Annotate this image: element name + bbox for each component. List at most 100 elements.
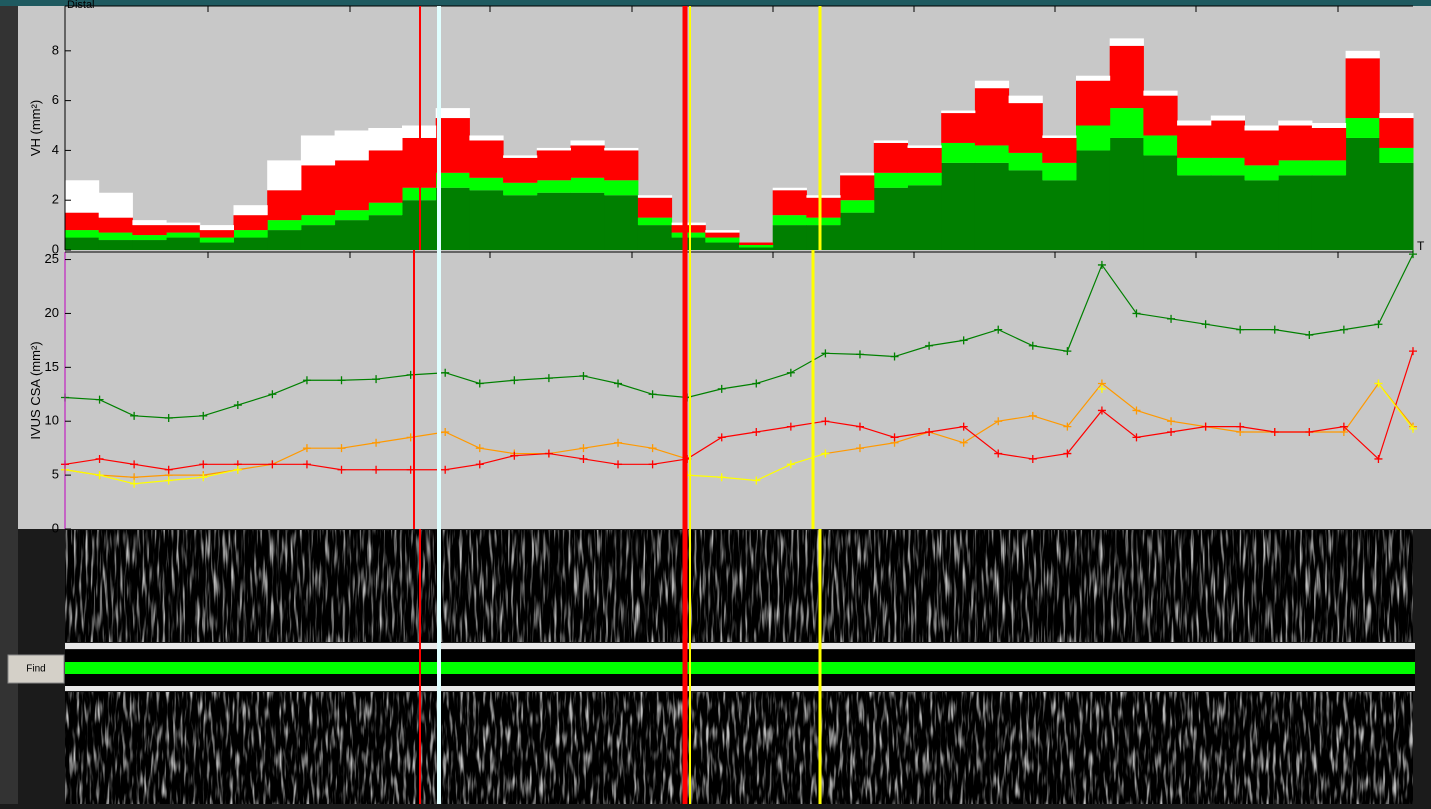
- bar-segment: [604, 148, 638, 150]
- bar-segment: [368, 150, 402, 202]
- bar-segment: [975, 163, 1009, 250]
- bar-segment: [166, 238, 200, 250]
- bar-segment: [503, 158, 537, 183]
- bar-segment: [65, 230, 99, 237]
- bar-segment: [840, 200, 874, 212]
- track-green: [65, 662, 1415, 674]
- bar-segment: [975, 88, 1009, 145]
- bar-segment: [705, 233, 739, 238]
- bar-segment: [65, 180, 99, 212]
- bar-segment: [941, 163, 975, 250]
- bar-segment: [503, 155, 537, 157]
- y-tick-label: 10: [45, 413, 59, 428]
- bar-segment: [1076, 76, 1110, 81]
- bar-segment: [908, 145, 942, 147]
- ivus-speckle: [65, 692, 1413, 804]
- bar-segment: [503, 195, 537, 250]
- bar-segment: [1312, 160, 1346, 175]
- window-frame: [0, 0, 1431, 6]
- bar-segment: [267, 160, 301, 190]
- bar-segment: [571, 193, 605, 250]
- bar-segment: [638, 218, 672, 225]
- bar-segment: [1177, 121, 1211, 126]
- bar-segment: [132, 225, 166, 235]
- bar-segment: [1245, 130, 1279, 165]
- bar-segment: [1211, 175, 1245, 250]
- bar-segment: [1379, 113, 1413, 118]
- bar-segment: [705, 238, 739, 243]
- bar-segment: [1346, 51, 1380, 58]
- bar-segment: [1346, 58, 1380, 118]
- bar-segment: [335, 210, 369, 220]
- separator: [65, 686, 1415, 691]
- bar-segment: [65, 238, 99, 250]
- bar-segment: [267, 230, 301, 250]
- bar-segment: [1143, 135, 1177, 155]
- bar-segment: [503, 183, 537, 195]
- bar-segment: [1278, 126, 1312, 161]
- bar-segment: [1346, 118, 1380, 138]
- bar-segment: [941, 143, 975, 163]
- bar-segment: [874, 143, 908, 173]
- bar-segment: [672, 238, 706, 250]
- bar-segment: [874, 188, 908, 250]
- plot-background: [18, 6, 1431, 529]
- y-tick-label: 4: [52, 142, 59, 157]
- bar-segment: [1245, 180, 1279, 250]
- bar-segment: [1211, 116, 1245, 121]
- find-button-label[interactable]: Find: [26, 664, 45, 675]
- bar-segment: [604, 195, 638, 250]
- bar-segment: [1042, 138, 1076, 163]
- y-tick-label: 20: [45, 305, 59, 320]
- bar-segment: [1346, 138, 1380, 250]
- bar-segment: [1042, 163, 1076, 180]
- bar-segment: [874, 140, 908, 142]
- bar-segment: [469, 140, 503, 177]
- bar-segment: [1379, 163, 1413, 250]
- bar-segment: [65, 213, 99, 230]
- bar-segment: [234, 215, 268, 230]
- bar-segment: [1211, 121, 1245, 158]
- bar-segment: [200, 225, 234, 230]
- bar-segment: [301, 225, 335, 250]
- bar-segment: [1009, 170, 1043, 250]
- bar-segment: [368, 203, 402, 215]
- bar-segment: [469, 190, 503, 250]
- bar-segment: [1245, 126, 1279, 131]
- separator: [65, 643, 1415, 649]
- bar-segment: [672, 223, 706, 225]
- bar-segment: [166, 233, 200, 238]
- bar-segment: [571, 140, 605, 145]
- bar-segment: [1110, 138, 1144, 250]
- bar-segment: [1177, 175, 1211, 250]
- bar-segment: [1245, 165, 1279, 180]
- bar-segment: [806, 198, 840, 218]
- bar-segment: [469, 178, 503, 190]
- bar-segment: [99, 240, 133, 250]
- bar-segment: [469, 135, 503, 140]
- bar-segment: [908, 185, 942, 250]
- bar-segment: [1143, 96, 1177, 136]
- bar-segment: [132, 235, 166, 240]
- bar-segment: [1042, 135, 1076, 137]
- bar-segment: [234, 230, 268, 237]
- bar-segment: [1009, 103, 1043, 153]
- bar-segment: [604, 150, 638, 180]
- bar-segment: [1076, 81, 1110, 126]
- bar-segment: [267, 220, 301, 230]
- y-tick-label: 8: [52, 42, 59, 57]
- corner-label: T: [1417, 239, 1425, 253]
- bar-segment: [1379, 148, 1413, 163]
- bar-segment: [234, 205, 268, 215]
- bar-segment: [99, 218, 133, 233]
- bar-segment: [335, 220, 369, 250]
- bar-segment: [638, 198, 672, 218]
- bar-segment: [941, 111, 975, 113]
- bar-segment: [874, 173, 908, 188]
- bar-segment: [908, 173, 942, 185]
- bar-segment: [1177, 158, 1211, 175]
- bar-segment: [1110, 108, 1144, 138]
- bar-segment: [1312, 123, 1346, 128]
- bar-segment: [301, 165, 335, 215]
- bar-segment: [234, 238, 268, 250]
